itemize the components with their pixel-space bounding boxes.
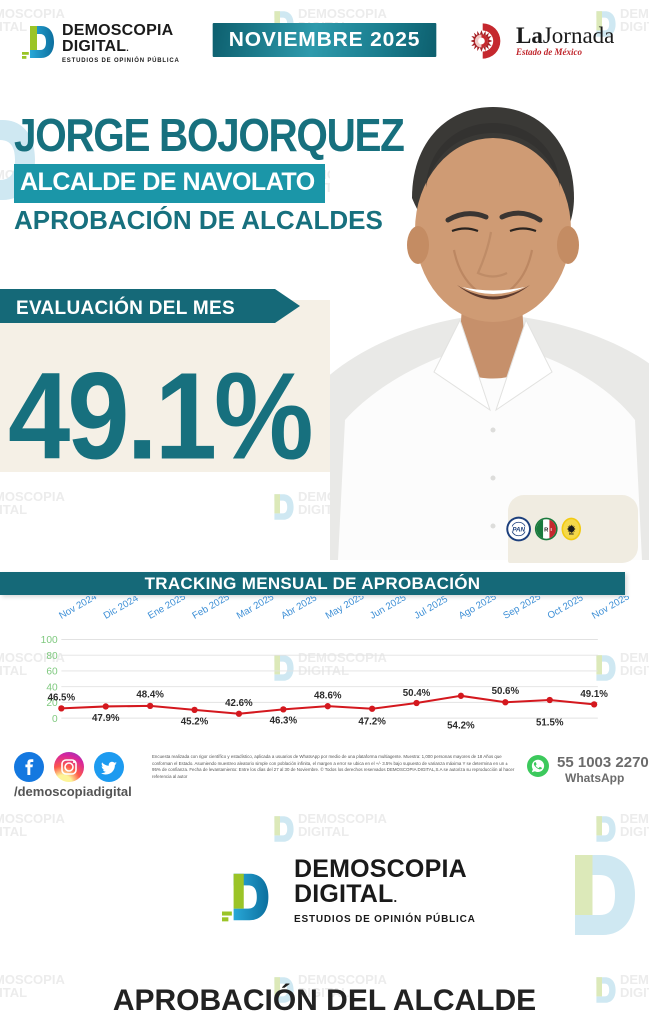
svg-text:50.6%: 50.6% — [492, 686, 520, 697]
svg-text:Jun 2025: Jun 2025 — [368, 596, 408, 622]
svg-text:54.2%: 54.2% — [447, 720, 475, 731]
svg-text:Ago 2025: Ago 2025 — [457, 596, 498, 622]
svg-text:50.4%: 50.4% — [403, 688, 431, 699]
svg-text:PRD: PRD — [569, 534, 574, 536]
svg-text:Mar 2025: Mar 2025 — [235, 596, 276, 622]
svg-text:42.6%: 42.6% — [225, 698, 253, 709]
svg-text:45.2%: 45.2% — [181, 717, 209, 728]
svg-text:0: 0 — [52, 714, 58, 725]
svg-text:48.6%: 48.6% — [314, 691, 342, 702]
svg-text:51.5%: 51.5% — [536, 718, 564, 729]
svg-text:Ene 2025: Ene 2025 — [146, 596, 187, 622]
svg-text:47.2%: 47.2% — [358, 717, 386, 728]
svg-text:80: 80 — [46, 651, 58, 662]
svg-text:49.1%: 49.1% — [580, 689, 608, 700]
svg-text:46.5%: 46.5% — [48, 693, 76, 704]
svg-text:May 2025: May 2025 — [324, 596, 366, 622]
svg-text:Dic 2024: Dic 2024 — [102, 596, 141, 622]
svg-text:Nov 2025: Nov 2025 — [590, 596, 631, 622]
svg-text:48.4%: 48.4% — [136, 690, 164, 701]
svg-text:Nov 2024: Nov 2024 — [57, 596, 99, 622]
svg-text:Sep 2025: Sep 2025 — [501, 596, 542, 622]
svg-text:46.3%: 46.3% — [270, 716, 298, 727]
svg-text:Oct 2025: Oct 2025 — [546, 596, 586, 622]
svg-text:Abr 2025: Abr 2025 — [279, 596, 319, 622]
svg-text:Jul 2025: Jul 2025 — [413, 596, 450, 622]
svg-text:PAN: PAN — [512, 527, 525, 534]
svg-text:60: 60 — [46, 667, 58, 678]
svg-text:100: 100 — [41, 635, 58, 646]
svg-text:47.9%: 47.9% — [92, 713, 120, 724]
svg-text:Feb 2025: Feb 2025 — [191, 596, 232, 622]
